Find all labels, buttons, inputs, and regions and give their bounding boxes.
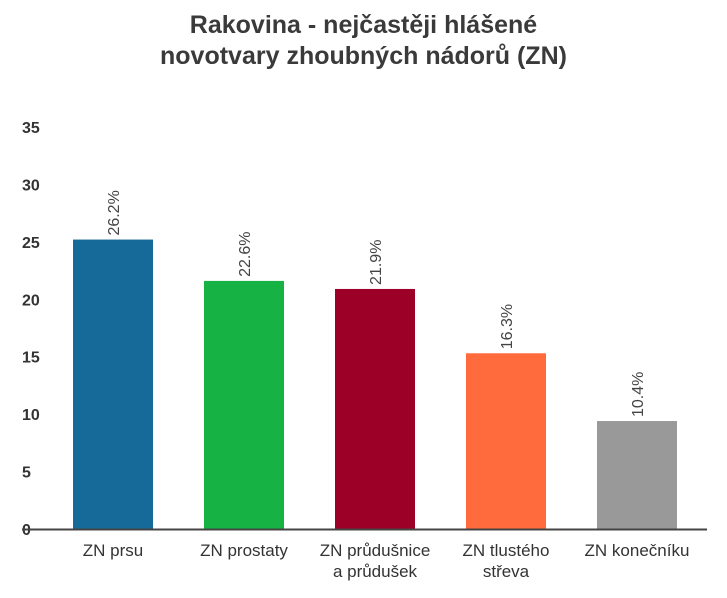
- data-label: 10.4%: [630, 372, 647, 417]
- bar: [73, 239, 153, 529]
- x-tick-label: a průdušek: [333, 562, 418, 581]
- y-tick-label: 15: [22, 350, 40, 367]
- x-tick-label: ZN tlustého: [463, 541, 550, 560]
- bar: [335, 288, 415, 529]
- data-label: 16.3%: [499, 304, 516, 349]
- y-tick-label: 5: [22, 465, 31, 482]
- bar: [204, 280, 284, 529]
- bar: [466, 353, 546, 529]
- data-label: 21.9%: [368, 240, 385, 285]
- data-label: 26.2%: [106, 190, 123, 235]
- bar: [597, 421, 677, 529]
- x-tick-label: ZN konečníku: [585, 541, 690, 560]
- y-tick-label: 10: [22, 407, 40, 424]
- x-tick-label: střeva: [483, 562, 530, 581]
- chart-title: Rakovina - nejčastěji hlášené novotvary …: [0, 10, 727, 72]
- x-tick-label: ZN prsu: [83, 541, 143, 560]
- x-tick-label: ZN prostaty: [200, 541, 288, 560]
- y-tick-label: 25: [22, 235, 40, 252]
- chart-title-line-1: Rakovina - nejčastěji hlášené: [189, 11, 538, 39]
- y-tick-label: 30: [22, 177, 40, 194]
- x-tick-label: ZN průdušnice: [320, 541, 431, 560]
- data-label: 22.6%: [237, 232, 254, 277]
- y-tick-label: 35: [22, 120, 40, 137]
- y-tick-label: 20: [22, 292, 40, 309]
- chart-title-line-2: novotvary zhoubných nádorů (ZN): [160, 42, 567, 70]
